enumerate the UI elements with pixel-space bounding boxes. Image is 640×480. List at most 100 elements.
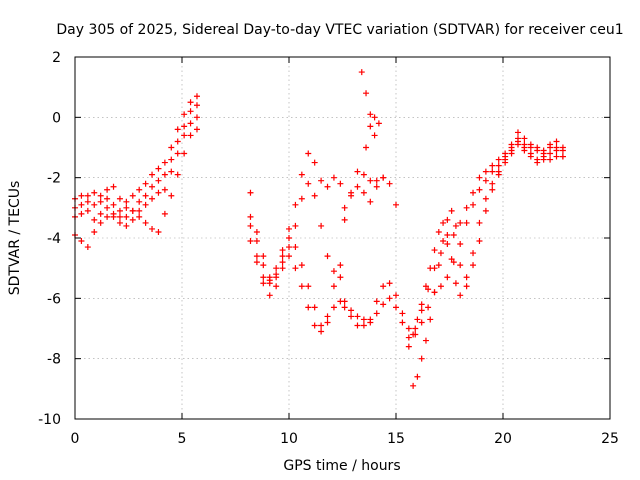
data-point <box>367 198 374 205</box>
y-tick-label: -4 <box>47 231 61 247</box>
data-point <box>286 244 292 251</box>
data-point <box>155 177 162 184</box>
axis-ticks <box>74 56 611 420</box>
data-point <box>371 114 378 121</box>
trace-11 <box>358 69 378 139</box>
data-point <box>292 244 299 251</box>
x-tick-label: 15 <box>387 431 405 447</box>
y-tick-labels: -10 -8 -6 -4 -2 0 2 <box>38 50 61 428</box>
data-point <box>149 195 156 202</box>
data-point <box>298 262 305 269</box>
data-point <box>174 171 181 178</box>
trace-16 <box>410 141 566 389</box>
data-point <box>489 186 496 193</box>
data-point <box>373 310 380 317</box>
data-point <box>437 283 444 290</box>
data-point <box>149 171 156 178</box>
data-point <box>534 159 541 166</box>
data-point <box>298 195 305 202</box>
data-point <box>380 301 387 308</box>
data-point <box>450 259 457 266</box>
data-point <box>286 235 292 241</box>
data-point <box>324 313 331 320</box>
data-point <box>142 201 149 208</box>
data-point <box>292 222 299 229</box>
data-point <box>399 319 406 326</box>
data-point <box>341 216 348 223</box>
data-point <box>373 177 380 184</box>
data-point <box>187 132 194 139</box>
data-point <box>457 292 464 299</box>
data-point <box>457 219 464 226</box>
data-point <box>559 147 566 154</box>
data-point <box>253 238 260 245</box>
data-point <box>540 156 547 163</box>
data-point <box>260 262 267 269</box>
data-point <box>168 144 175 151</box>
data-point <box>367 316 374 323</box>
data-point <box>495 171 502 178</box>
data-point <box>330 304 337 311</box>
data-point <box>412 325 419 332</box>
data-point <box>367 111 374 118</box>
data-point <box>425 304 432 311</box>
trace-4 <box>72 126 200 251</box>
data-point <box>360 171 367 178</box>
data-point <box>450 231 457 238</box>
x-tick-label: 0 <box>71 431 80 447</box>
data-point <box>360 316 367 323</box>
data-point <box>414 316 421 323</box>
data-point <box>489 162 496 169</box>
data-point <box>386 180 393 187</box>
data-point <box>482 168 489 175</box>
data-point <box>348 313 355 320</box>
data-point <box>279 265 286 272</box>
data-point <box>431 289 438 296</box>
data-point <box>181 150 188 157</box>
data-point <box>418 319 425 326</box>
trace-13 <box>341 129 566 341</box>
data-point <box>91 189 98 196</box>
data-point <box>311 192 318 199</box>
data-point <box>330 268 337 275</box>
data-point <box>286 225 292 232</box>
data-point <box>129 207 136 214</box>
data-point <box>380 283 387 290</box>
data-point <box>547 150 554 157</box>
data-point <box>448 256 455 263</box>
data-point <box>97 192 104 199</box>
grid-lines <box>75 57 610 419</box>
data-point <box>273 265 280 272</box>
data-point <box>527 153 534 160</box>
data-point <box>386 295 393 302</box>
data-point <box>123 213 130 220</box>
data-point <box>553 138 560 145</box>
data-point <box>104 213 111 220</box>
data-point <box>104 186 111 193</box>
data-point <box>292 201 299 208</box>
data-point <box>247 238 254 245</box>
data-point <box>193 114 200 121</box>
data-point <box>470 201 477 208</box>
data-point <box>273 283 280 290</box>
data-point <box>305 283 312 290</box>
data-point <box>435 262 442 269</box>
data-point <box>247 222 254 229</box>
data-point <box>495 162 502 169</box>
data-point <box>136 213 143 220</box>
data-point <box>305 180 312 187</box>
data-point <box>463 283 470 290</box>
data-point <box>168 156 175 163</box>
data-point <box>116 207 123 214</box>
data-point <box>405 334 412 341</box>
data-point <box>373 183 380 190</box>
data-point <box>435 228 442 235</box>
data-point <box>482 195 489 202</box>
x-tick-label: 5 <box>178 431 187 447</box>
data-point <box>427 316 434 323</box>
data-point <box>110 183 117 190</box>
data-point <box>84 207 91 214</box>
data-point <box>422 337 429 344</box>
data-point <box>187 99 194 106</box>
